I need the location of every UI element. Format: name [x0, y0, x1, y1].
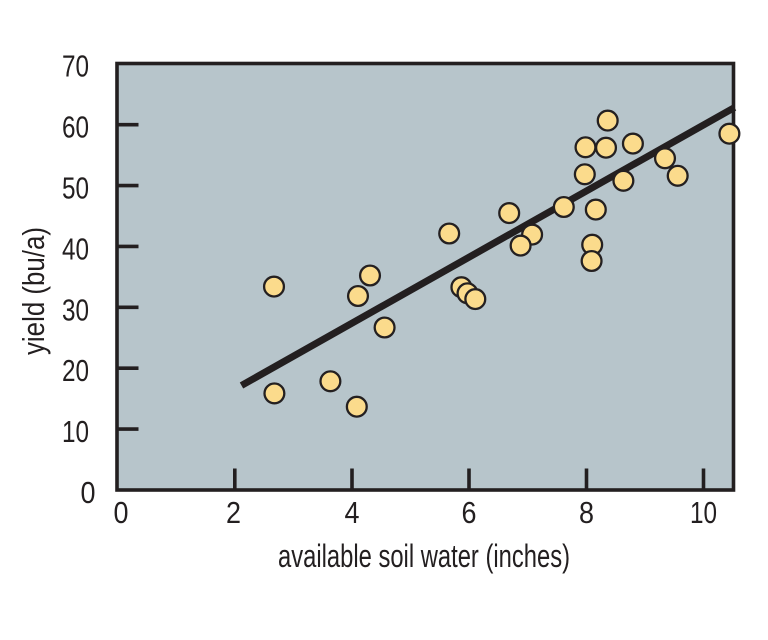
svg-text:6: 6: [462, 495, 477, 530]
svg-text:30: 30: [62, 292, 89, 327]
svg-text:10: 10: [62, 414, 89, 449]
svg-text:70: 70: [62, 49, 89, 84]
svg-text:20: 20: [62, 353, 89, 388]
svg-text:60: 60: [62, 110, 89, 145]
svg-text:0: 0: [114, 495, 129, 530]
svg-text:50: 50: [62, 171, 89, 206]
svg-text:8: 8: [579, 495, 594, 530]
svg-text:10: 10: [690, 495, 717, 530]
svg-text:4: 4: [345, 495, 360, 530]
svg-text:2: 2: [226, 495, 241, 530]
svg-text:available soil water (inches): available soil water (inches): [278, 538, 570, 574]
svg-text:40: 40: [62, 231, 89, 266]
svg-text:0: 0: [81, 475, 96, 510]
svg-text:yield (bu/a): yield (bu/a): [16, 227, 51, 355]
